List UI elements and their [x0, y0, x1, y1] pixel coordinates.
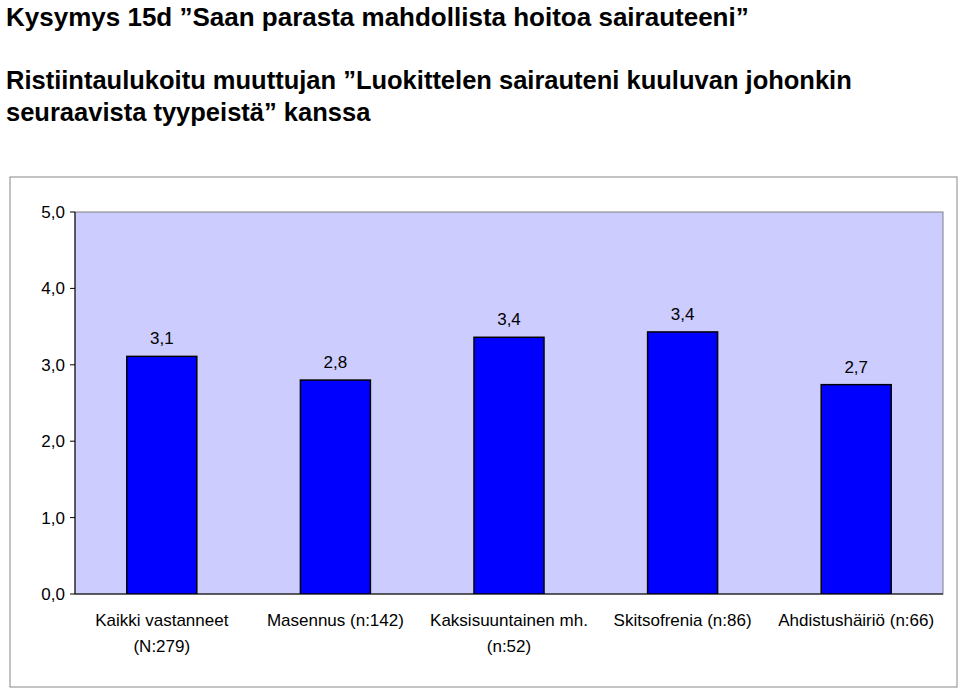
data-label: 3,4 — [671, 305, 695, 324]
x-tick-label: Kaksisuuntainen mh. (n:52) — [422, 608, 596, 660]
chart: 0,0 1,0 2,0 3,0 4,0 5,0 3,1 2,8 3,4 3,4 2,7 — [0, 0, 960, 690]
data-label: 3,1 — [150, 329, 174, 348]
bar — [300, 380, 370, 594]
y-tick-label: 1,0 — [41, 509, 65, 528]
y-tick-label: 2,0 — [41, 432, 65, 451]
bar — [127, 356, 197, 594]
y-tick-label: 4,0 — [41, 279, 65, 298]
y-tick-label: 3,0 — [41, 356, 65, 375]
data-label: 2,7 — [844, 358, 868, 377]
chart-frame — [10, 177, 957, 687]
x-tick-label: Kaikki vastanneet (N:279) — [75, 608, 249, 660]
bars — [127, 332, 891, 594]
bar — [821, 385, 891, 594]
subtitle: Ristiintaulukoitu muuttujan ”Luokittelen… — [6, 64, 956, 128]
plot-area — [75, 212, 943, 594]
data-label: 3,4 — [497, 310, 521, 329]
y-tick — [70, 212, 75, 213]
y-tick — [70, 594, 75, 595]
y-tick — [70, 288, 75, 289]
data-label: 2,8 — [324, 353, 348, 372]
y-tick-label: 0,0 — [41, 585, 65, 604]
y-tick — [70, 364, 75, 365]
x-tick-label: Ahdistushäiriö (n:66) — [769, 608, 943, 634]
y-tick-label: 5,0 — [41, 203, 65, 222]
title: Kysymys 15d ”Saan parasta mahdollista ho… — [6, 2, 749, 33]
y-axis — [75, 212, 76, 594]
y-tick — [70, 517, 75, 518]
bar — [474, 337, 544, 594]
x-tick-label: Skitsofrenia (n:86) — [596, 608, 770, 634]
x-tick-label: Masennus (n:142) — [249, 608, 423, 634]
bar — [648, 332, 718, 594]
y-tick — [70, 441, 75, 442]
